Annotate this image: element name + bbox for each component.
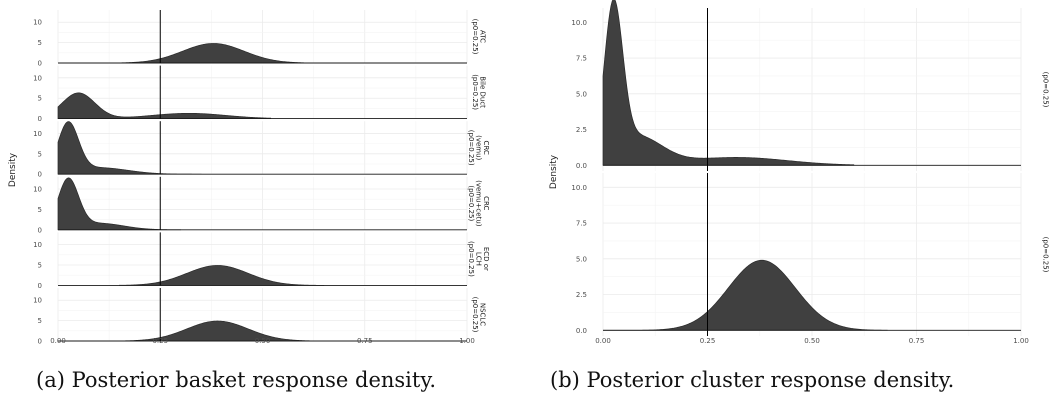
y-tick-label: 10	[33, 130, 42, 138]
y-tick-label: 0.0	[576, 162, 587, 170]
facet-panel: 0.0 2.5 5.0 7.5 10.0 (p0=0.25)	[571, 0, 1050, 171]
facet-strip: NSCLC(p0=0.25)	[471, 297, 487, 333]
facet-strip-label: LCH	[475, 252, 483, 266]
facet-strip-label: ATC	[478, 30, 486, 43]
x-tick-label: 0.75	[909, 337, 925, 345]
facet-strip-label: CRC	[482, 141, 490, 155]
y-tick-label: 5	[38, 39, 42, 47]
facet-strip: CRC(vemu)(p0=0.25)	[467, 130, 490, 166]
cluster-density-chart: 0.0 2.5 5.0 7.5 10.0 (p0=0.25) 0.0 2.5 5.0 7.5 10.…	[549, 0, 1050, 345]
facet-strip-label: CRC	[482, 196, 490, 210]
y-tick-label: 0	[38, 115, 42, 123]
density-area	[119, 320, 325, 342]
x-tick-label: 0.25	[700, 337, 716, 345]
y-axis-title: Density	[8, 152, 18, 187]
y-tick-label: 5	[38, 262, 42, 270]
facet-strip: Bile Duct(p0=0.25)	[471, 74, 487, 110]
facet-strip-label: ECD or	[482, 247, 490, 271]
density-area	[70, 43, 304, 64]
y-axis-title: Density	[549, 154, 559, 189]
y-tick-label: 0	[38, 171, 42, 179]
density-area	[603, 259, 888, 331]
density-area	[57, 177, 182, 231]
facet-strip: (p0=0.25)	[1042, 72, 1050, 108]
facet-strip: ATC(p0=0.25)	[471, 19, 487, 55]
y-tick-label: 10.0	[571, 19, 587, 27]
facet-strip-label: (p0=0.25)	[471, 74, 479, 110]
y-tick-label: 10.0	[571, 184, 587, 192]
facet-panel: 0 5 10 ATC(p0=0.25)	[33, 10, 486, 68]
y-tick-label: 10	[33, 74, 42, 82]
facet-panel: 0 5 10 CRC(vemu)(p0=0.25)	[33, 121, 490, 179]
facet-strip-label: (p0=0.25)	[467, 185, 475, 221]
facet-strip-label: (p0=0.25)	[471, 19, 479, 55]
facet-strip-label: (p0=0.25)	[467, 130, 475, 166]
facet-panel: 0.0 2.5 5.0 7.5 10.0 (p0=0.25)	[571, 173, 1050, 336]
y-tick-label: 10	[33, 241, 42, 249]
y-tick-label: 0	[38, 226, 42, 234]
facet-strip-label: (p0=0.25)	[1042, 72, 1050, 108]
x-tick-label: 0.50	[255, 337, 271, 345]
y-tick-label: 10	[33, 19, 42, 27]
y-tick-label: 0	[38, 282, 42, 290]
facet-panel: 0 5 10 CRC(vemu+cetu)(p0=0.25)	[33, 176, 490, 234]
density-area	[602, 0, 855, 166]
facet-strip: CRC(vemu+cetu)(p0=0.25)	[467, 180, 490, 227]
facet-panel: 0 5 10 Bile Duct(p0=0.25)	[33, 65, 487, 123]
facet-strip-label: (p0=0.25)	[1042, 237, 1050, 273]
facet-strip-label: NSCLC	[478, 303, 486, 326]
x-tick-label: 0.25	[152, 337, 168, 345]
caption-b: (b) Posterior cluster response density.	[550, 368, 955, 392]
y-tick-label: 10	[33, 186, 42, 194]
y-tick-label: 5.0	[576, 90, 587, 98]
x-tick-label: 1.00	[1013, 337, 1029, 345]
y-tick-label: 5.0	[576, 255, 587, 263]
facet-strip-label: (p0=0.25)	[471, 297, 479, 333]
density-area	[57, 121, 202, 175]
x-tick-label: 0.00	[50, 337, 66, 345]
y-tick-label: 5	[38, 317, 42, 325]
facet-strip-label: (vemu)	[475, 135, 483, 160]
y-tick-label: 2.5	[576, 291, 587, 299]
y-tick-label: 2.5	[576, 126, 587, 134]
caption-a: (a) Posterior basket response density.	[36, 368, 437, 392]
facet-strip-label: (vemu+cetu)	[475, 180, 483, 227]
x-tick-label: 0.50	[804, 337, 820, 345]
y-tick-label: 7.5	[576, 55, 587, 63]
density-area	[119, 265, 325, 286]
y-tick-label: 5	[38, 95, 42, 103]
y-tick-label: 5	[38, 150, 42, 158]
facet-strip-label: (p0=0.25)	[467, 241, 475, 277]
y-tick-label: 0	[38, 338, 42, 346]
x-tick-label: 0.00	[595, 337, 611, 345]
y-tick-label: 0	[38, 60, 42, 68]
density-area	[57, 92, 272, 119]
facet-strip: (p0=0.25)	[1042, 237, 1050, 273]
y-tick-label: 0.0	[576, 327, 587, 335]
facet-strip-label: Bile Duct	[478, 76, 486, 108]
x-tick-label: 0.75	[357, 337, 373, 345]
x-tick-label: 1.00	[459, 337, 475, 345]
y-tick-label: 5	[38, 206, 42, 214]
facet-panel: 0 5 10 NSCLC(p0=0.25)	[33, 288, 486, 346]
y-tick-label: 10	[33, 297, 42, 305]
y-tick-label: 7.5	[576, 220, 587, 228]
